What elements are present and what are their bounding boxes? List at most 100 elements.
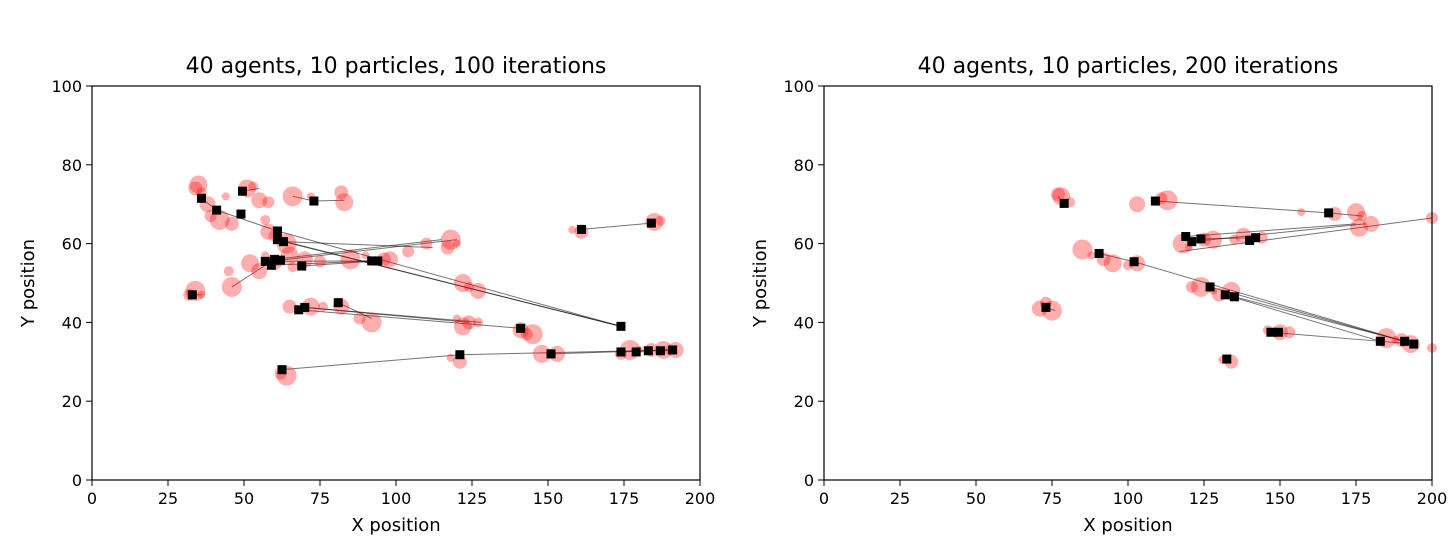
y-tick-label: 60 — [62, 235, 82, 254]
axes-frame — [823, 85, 1433, 481]
x-tick-label: 100 — [381, 489, 412, 508]
agent-marker — [1375, 336, 1385, 346]
y-tick-label: 0 — [804, 471, 814, 490]
agent-marker — [309, 196, 319, 206]
x-tick-label: 200 — [685, 489, 716, 508]
particle-marker — [260, 223, 277, 240]
particle-marker — [655, 215, 666, 226]
link-line — [338, 302, 372, 319]
link-line — [271, 260, 372, 266]
agent-marker — [516, 323, 526, 333]
particle-marker — [1157, 190, 1178, 211]
particle-marker — [335, 193, 354, 212]
particle-marker — [452, 314, 461, 323]
particle-marker — [1357, 211, 1368, 222]
particle-marker — [334, 185, 349, 200]
agent-marker — [333, 298, 343, 308]
particle-marker — [248, 181, 259, 192]
particle-marker — [440, 229, 461, 250]
particle-marker — [223, 266, 234, 277]
particle-marker — [532, 344, 551, 363]
link-line — [301, 260, 378, 267]
plot-area — [1031, 187, 1438, 369]
agent-marker — [1041, 302, 1051, 312]
x-tick-label: 75 — [1042, 489, 1062, 508]
particle-marker — [453, 274, 472, 292]
y-tick-label: 80 — [794, 156, 814, 175]
x-tick-label: 0 — [819, 489, 829, 508]
agent-marker — [1181, 232, 1191, 242]
particle-marker — [1185, 280, 1198, 293]
agent-marker — [1205, 282, 1215, 292]
x-tick-label: 125 — [457, 489, 488, 508]
particle-marker — [260, 214, 271, 225]
link-line — [304, 306, 482, 323]
link-line — [1155, 200, 1329, 214]
agent-marker — [269, 254, 279, 264]
subplot-right: 40 agents, 10 particles, 200 iterations … — [750, 54, 1447, 536]
y-tick-label: 40 — [794, 313, 814, 332]
x-tick-label: 175 — [609, 489, 640, 508]
particle-marker — [361, 312, 382, 333]
agent-marker — [1400, 336, 1410, 346]
particle-marker — [197, 290, 206, 299]
y-axis-label: Y position — [18, 239, 39, 328]
agent-marker — [576, 224, 586, 234]
agent-marker — [1220, 290, 1230, 300]
axes-frame — [91, 85, 701, 481]
agent-marker — [266, 260, 276, 270]
subplot-left: 40 agents, 10 particles, 100 iterations … — [18, 54, 715, 536]
particle-marker — [381, 251, 398, 268]
x-tick-label: 0 — [87, 489, 97, 508]
x-tick-label: 200 — [1417, 489, 1448, 508]
particle-marker — [314, 255, 326, 268]
particle-marker — [452, 239, 461, 248]
agent-marker — [1245, 235, 1255, 245]
agent-marker — [275, 255, 285, 265]
y-axis-label: Y position — [750, 239, 771, 328]
link-line — [274, 239, 442, 260]
link-line — [1234, 296, 1405, 342]
particle-marker — [568, 225, 577, 234]
particle-marker — [1350, 218, 1369, 237]
chart-title: 40 agents, 10 particles, 200 iterations — [918, 54, 1339, 79]
particle-marker — [1283, 326, 1296, 339]
x-axis-ticks: 0 25 50 75 100 125 150 175 200 — [819, 480, 1447, 508]
agent-marker — [272, 235, 282, 245]
agent-marker — [272, 226, 282, 236]
particle-marker — [221, 276, 242, 297]
agent-marker — [1187, 237, 1197, 247]
particle-markers — [183, 175, 684, 386]
y-tick-label: 100 — [783, 77, 814, 96]
particle-marker — [461, 315, 476, 330]
particle-marker — [1051, 187, 1066, 202]
particle-marker — [446, 353, 455, 362]
link-line — [216, 209, 278, 232]
agent-marker — [1324, 208, 1334, 218]
link-line — [283, 241, 433, 249]
particle-marker — [473, 317, 484, 328]
agent-marker — [616, 321, 626, 331]
link-line — [281, 354, 460, 371]
agent-marker — [1409, 339, 1419, 349]
y-tick-label: 40 — [62, 313, 82, 332]
agent-marker — [1196, 234, 1206, 244]
particle-marker — [1229, 234, 1240, 245]
particle-marker — [241, 254, 260, 273]
x-tick-label: 25 — [158, 489, 178, 508]
particle-marker — [318, 301, 329, 312]
particle-marker — [287, 262, 298, 273]
particle-marker — [1087, 251, 1096, 260]
agent-marker — [196, 193, 206, 203]
agent-marker — [187, 290, 197, 300]
y-tick-label: 80 — [62, 156, 82, 175]
particle-marker — [280, 246, 299, 265]
x-tick-label: 100 — [1113, 489, 1144, 508]
y-axis-ticks: 0 20 40 60 80 100 — [51, 77, 92, 490]
agent-marker — [668, 345, 678, 355]
particle-marker — [224, 216, 239, 231]
particle-marker — [1347, 203, 1365, 222]
agent-marker — [1222, 354, 1232, 364]
agent-marker — [294, 305, 304, 315]
agent-marker — [1059, 198, 1069, 208]
